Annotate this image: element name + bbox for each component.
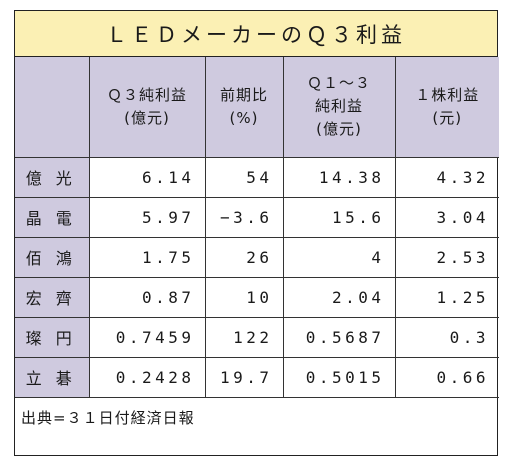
q3-profit-cell: 5.97 (88, 196, 206, 238)
col-header-yoy: 前期比 (%) (204, 57, 284, 158)
company-name: 佰鴻 (15, 236, 90, 278)
col-header-line: (億元) (124, 108, 170, 127)
table-row: 佰鴻 1.75 26 4 2.53 (15, 236, 499, 278)
col-header-line: Ｑ３純利益 (106, 85, 187, 104)
q3-profit-cell: 1.75 (88, 236, 206, 278)
table-frame: ＬＥＤメーカーのＱ３利益 Ｑ３純利益 (億元) 前期比 (%) Ｑ１〜３ 純利益… (14, 10, 499, 456)
yoy-cell: 19.7 (204, 356, 284, 398)
header-row: Ｑ３純利益 (億元) 前期比 (%) Ｑ１〜３ 純利益 (億元) １株利益 (元… (15, 57, 499, 158)
table-row: 璨円 0.7459 122 0.5687 0.3 (15, 316, 499, 358)
col-header-line: (%) (229, 108, 259, 127)
q3-profit-cell: 0.87 (88, 276, 206, 318)
q3-profit-cell: 0.2428 (88, 356, 206, 398)
company-name: 立碁 (15, 356, 90, 398)
col-header-line: 純利益 (314, 97, 363, 116)
eps-cell: 1.25 (394, 276, 499, 318)
col-header-line: Ｑ１〜３ (306, 74, 371, 93)
yoy-cell: 54 (204, 156, 284, 198)
col-header-line: １株利益 (415, 85, 480, 104)
col-header-line: (元) (432, 108, 463, 127)
source-note: 出典=３１日付経済日報 (15, 396, 499, 438)
yoy-cell: −3.6 (204, 196, 284, 238)
yoy-cell: 122 (204, 316, 284, 358)
q1-3-profit-cell: 0.5015 (282, 356, 396, 398)
q1-3-profit-cell: 4 (282, 236, 396, 278)
q1-3-profit-cell: 15.6 (282, 196, 396, 238)
table-row: 晶電 5.97 −3.6 15.6 3.04 (15, 196, 499, 238)
eps-cell: 3.04 (394, 196, 499, 238)
eps-cell: 0.66 (394, 356, 499, 398)
q1-3-profit-cell: 0.5687 (282, 316, 396, 358)
company-name: 晶電 (15, 196, 90, 238)
yoy-cell: 10 (204, 276, 284, 318)
col-header-line: (億元) (316, 120, 362, 139)
company-name: 璨円 (15, 316, 90, 358)
table-row: 立碁 0.2428 19.7 0.5015 0.66 (15, 356, 499, 398)
eps-cell: 4.32 (394, 156, 499, 198)
q1-3-profit-cell: 14.38 (282, 156, 396, 198)
corner-cell (15, 57, 90, 158)
eps-cell: 0.3 (394, 316, 499, 358)
q1-3-profit-cell: 2.04 (282, 276, 396, 318)
yoy-cell: 26 (204, 236, 284, 278)
profit-table: Ｑ３純利益 (億元) 前期比 (%) Ｑ１〜３ 純利益 (億元) １株利益 (元… (15, 57, 499, 438)
q3-profit-cell: 6.14 (88, 156, 206, 198)
company-name: 億光 (15, 156, 90, 198)
col-header-q1-3-profit: Ｑ１〜３ 純利益 (億元) (282, 57, 396, 158)
col-header-q3-profit: Ｑ３純利益 (億元) (88, 57, 206, 158)
col-header-eps: １株利益 (元) (394, 57, 499, 158)
col-header-line: 前期比 (219, 85, 268, 104)
company-name: 宏齊 (15, 276, 90, 318)
table-title: ＬＥＤメーカーのＱ３利益 (15, 11, 497, 57)
eps-cell: 2.53 (394, 236, 499, 278)
q3-profit-cell: 0.7459 (88, 316, 206, 358)
table-row: 宏齊 0.87 10 2.04 1.25 (15, 276, 499, 318)
source-row: 出典=３１日付経済日報 (15, 396, 499, 438)
table-row: 億光 6.14 54 14.38 4.32 (15, 156, 499, 198)
